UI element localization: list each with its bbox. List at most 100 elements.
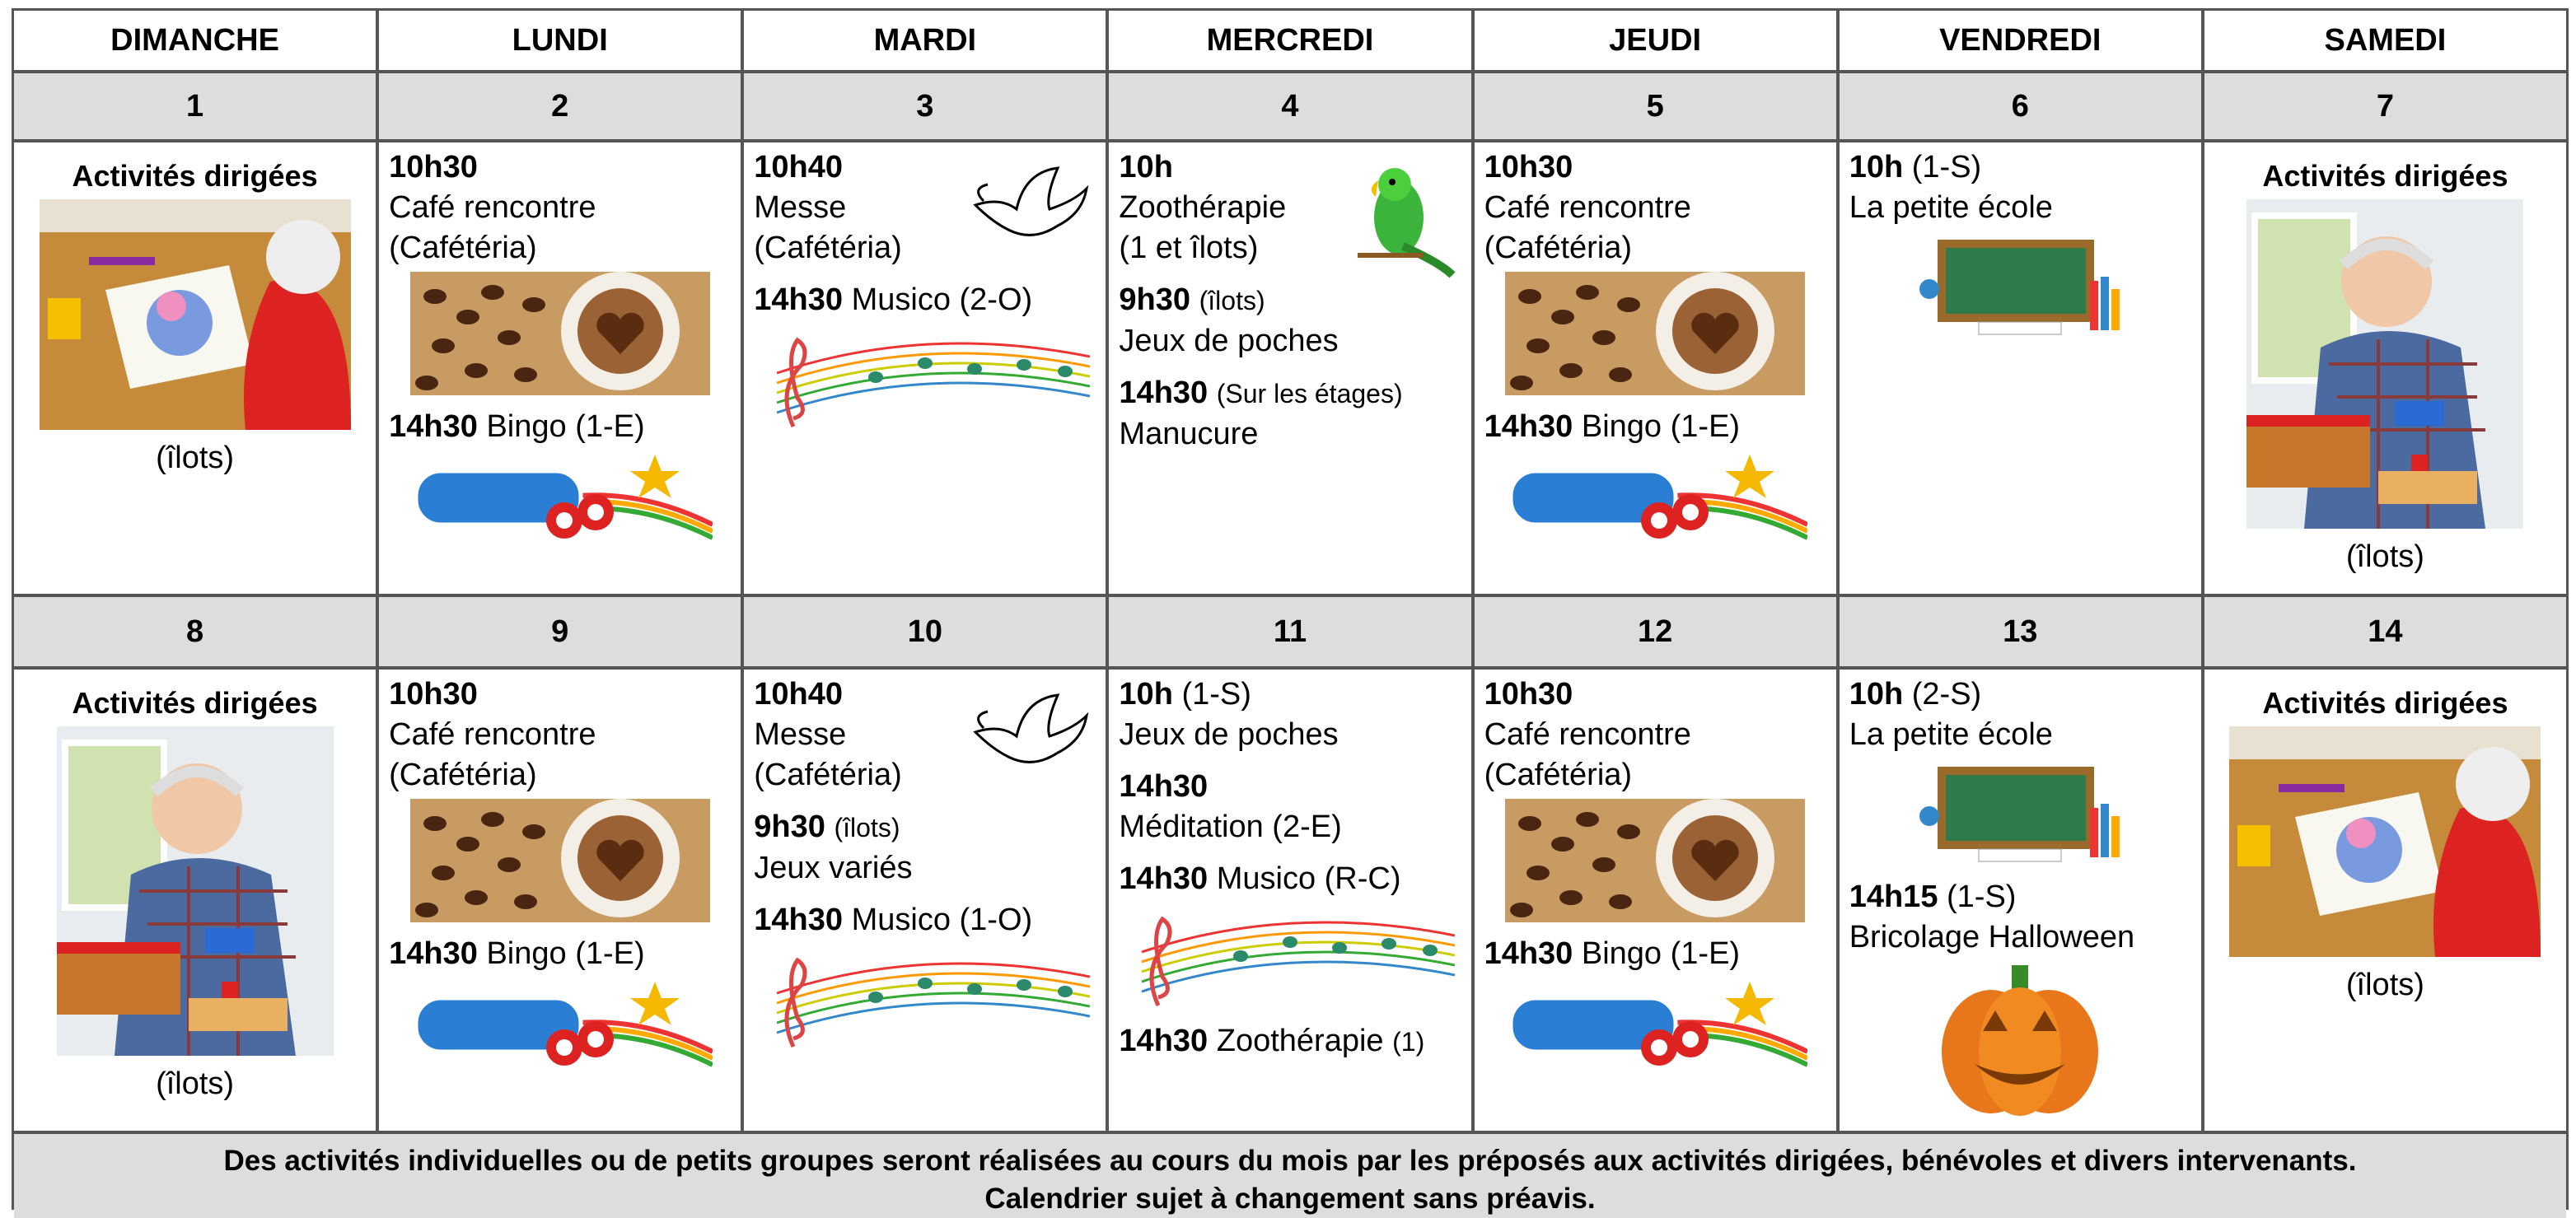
event-line: Café rencontre (1484, 717, 1691, 752)
event-time: 10h (1119, 677, 1173, 712)
event-time: 14h30 (389, 409, 478, 444)
event-line: La petite école (1849, 190, 2053, 225)
date-number: 9 (379, 597, 741, 666)
event-time: 14h30 (1484, 409, 1573, 444)
event-title: Bingo (1-E) (486, 936, 645, 971)
day-header: JEUDI (1474, 11, 1836, 70)
event-line: (Cafétéria) (1484, 231, 1633, 265)
board-illustration (1919, 767, 2120, 862)
event-line: Manucure (1119, 417, 1259, 451)
cell-heading: Activités dirigées (72, 686, 318, 720)
day-cell: 10h30 Café rencontre (Cafétéria) 14h30 Bing… (379, 142, 741, 594)
event: 14h30 Bingo (1-E) (389, 407, 731, 541)
event-line: Messe (754, 190, 847, 225)
day-cell: 10h30 Café rencontre (Cafétéria) 14h30 Bing… (1474, 142, 1836, 594)
day-cell: 10h (1-S) La petite école (1839, 142, 2201, 594)
event-line: Zoothérapie (1119, 190, 1287, 225)
event-line: (Cafétéria) (1484, 758, 1633, 792)
coffee-illustration (1505, 799, 1806, 922)
event-title: Zoothérapie (1216, 1024, 1384, 1058)
event-time: 9h30 (1119, 282, 1191, 317)
event-time: 10h30 (389, 150, 478, 184)
music-illustration (1141, 916, 1455, 1007)
footer-line: Calendrier sujet à changement sans préav… (984, 1183, 1596, 1215)
event-time: 10h (1849, 150, 1904, 184)
event-line: 9h30 (îlots) (1119, 280, 1461, 321)
date-number: 14 (2204, 597, 2566, 666)
cell-heading: Activités dirigées (72, 159, 318, 193)
event: 14h30 Méditation (2-E) (1119, 767, 1461, 847)
event-title: Musico (2-O) (851, 282, 1033, 317)
event-line: (Cafétéria) (754, 231, 902, 265)
event-time: 10h (1119, 150, 1173, 184)
event-line: 10h30 (1484, 147, 1826, 188)
event: 10h30 Café rencontre (Cafétéria) (389, 674, 731, 922)
event-line: 14h30 Bingo (1-E) (1484, 934, 1826, 974)
footer-note: Des activités individuelles ou de petits… (14, 1134, 2566, 1218)
event-line: 14h30 Musico (2-O) (754, 280, 1096, 320)
event-time: 10h30 (1484, 150, 1573, 184)
day-cell: 10h30 Café rencontre (Cafétéria) 14h30 Bing… (1474, 670, 1836, 1131)
event: 14h30 Musico (R-C) (1119, 859, 1461, 1010)
footer-line: Des activités individuelles ou de petits… (223, 1145, 2357, 1177)
day-cell: 10h (2-S) La petite école 14h15 (1-S) Brico… (1839, 670, 2201, 1131)
day-cell: Activités dirigées (îlots) (2204, 142, 2566, 594)
date-number: 3 (744, 73, 1106, 139)
bingo-illustration (1508, 455, 1808, 540)
event-title: Musico (R-C) (1216, 861, 1401, 896)
event: 10h40 Messe (Cafétéria) (754, 147, 1096, 268)
event-title: (1-S) (1911, 150, 1982, 184)
event: 14h30 Bingo (1-E) (389, 934, 731, 1068)
event-time: 10h (1849, 677, 1904, 712)
date-number: 8 (14, 597, 376, 666)
event: 10h (2-S) La petite école (1849, 674, 2191, 866)
event-time: 10h40 (754, 150, 844, 184)
bingo-illustration (414, 455, 713, 540)
day-header: MERCREDI (1109, 11, 1471, 70)
event-line: 10h40 (754, 147, 1096, 188)
event-time: 10h40 (754, 677, 844, 712)
event-title: Bingo (1-E) (1581, 409, 1741, 444)
bingo-illustration (414, 982, 713, 1067)
cell-caption: (îlots) (2345, 968, 2424, 1002)
music-illustration (776, 337, 1090, 428)
event-title: Bingo (1-E) (486, 409, 645, 444)
event-line: 14h30 (1119, 767, 1461, 807)
event-line: 10h (2-S) (1849, 674, 2191, 715)
event-location: (îlots) (1199, 286, 1265, 315)
day-header: DIMANCHE (14, 11, 376, 70)
event: 10h Zoothérapie (1 et îlots) (1119, 147, 1461, 278)
event-line: (Cafétéria) (389, 231, 537, 265)
event: 10h (1-S) Jeux de poches (1119, 674, 1461, 755)
event-title: Musico (1-O) (851, 903, 1033, 937)
coffee-illustration (409, 799, 710, 922)
day-cell: Activités dirigées (îlots) (14, 670, 376, 1131)
event-title: Bingo (1-E) (1581, 936, 1741, 971)
event-time: 14h30 (1119, 769, 1209, 804)
event: 10h30 Café rencontre (Cafétéria) (1484, 674, 1826, 922)
day-header: MARDI (744, 11, 1106, 70)
event-line: La petite école (1849, 717, 2053, 752)
event-line: Café rencontre (1484, 190, 1691, 225)
event-line: 10h30 (389, 147, 731, 188)
calendar: DIMANCHE LUNDI MARDI MERCREDI JEUDI VENDREDI S… (12, 8, 2569, 1218)
date-number: 6 (1839, 73, 2201, 139)
event-line: (1 et îlots) (1119, 231, 1259, 265)
event: 14h30 Musico (1-O) (754, 900, 1096, 1051)
event-line: 14h30 Zoothérapie (1) (1119, 1021, 1461, 1062)
event-line: (Cafétéria) (754, 758, 902, 792)
date-number: 1 (14, 73, 376, 139)
event-time: 14h30 (754, 282, 844, 317)
event-time: 10h30 (1484, 677, 1573, 712)
event-line: 10h40 (754, 674, 1096, 715)
event-line: Jeux de poches (1119, 717, 1339, 752)
event-location: (îlots) (834, 813, 900, 842)
date-number: 2 (379, 73, 741, 139)
event: 14h30 Bingo (1-E) (1484, 407, 1826, 541)
event-time: 14h30 (1484, 936, 1573, 971)
event-line: Café rencontre (389, 190, 596, 225)
paint-illustration (2229, 726, 2541, 957)
event-time: 14h30 (1119, 1024, 1209, 1058)
event: 10h40 Messe (Cafétéria) (754, 674, 1096, 796)
